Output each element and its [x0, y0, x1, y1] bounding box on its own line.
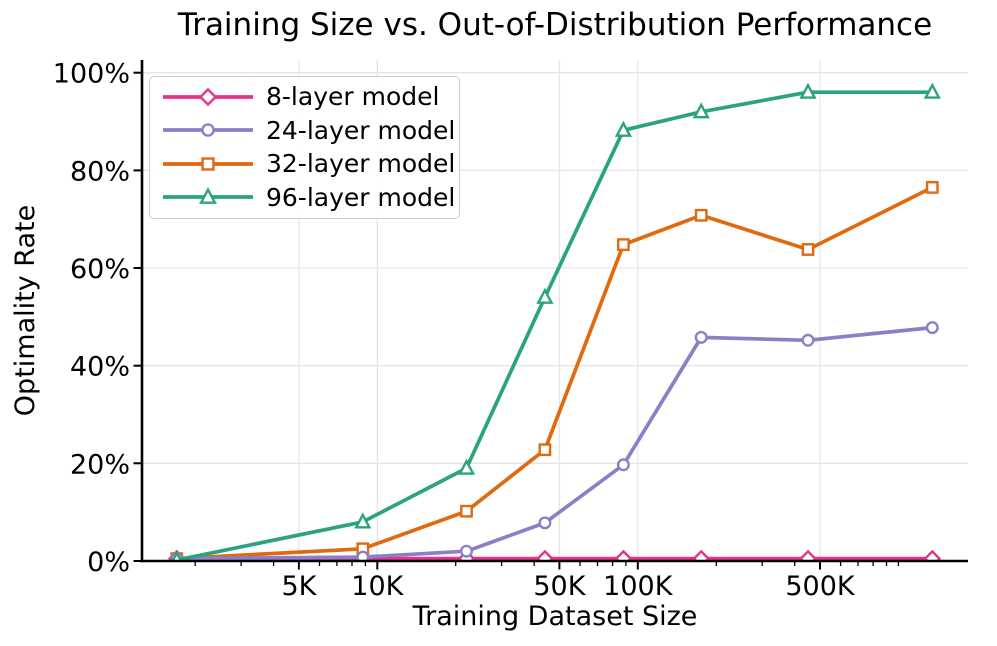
- diamond-marker-icon: [692, 549, 711, 561]
- square-marker-icon: [617, 238, 630, 251]
- square-marker-icon: [801, 243, 815, 256]
- legend-sample-triangle-icon: [163, 187, 253, 205]
- x-tick-label: 500K: [785, 571, 856, 602]
- legend-item-96-layer-model: 96-layer model: [150, 181, 459, 215]
- series-32-layer-model: [170, 180, 939, 561]
- x-axis-label: Training Dataset Size: [412, 601, 698, 632]
- x-tick-label: 100K: [603, 571, 674, 602]
- y-tick-label: 80%: [70, 156, 130, 187]
- triangle-marker-icon: [457, 458, 476, 475]
- legend-item-24-layer-model: 24-layer model: [150, 114, 459, 148]
- legend: 8-layer model 24-layer model 32-layer mode…: [149, 76, 460, 219]
- square-marker-icon: [694, 208, 708, 222]
- series-line: [174, 185, 935, 561]
- diamond-marker-icon: [198, 87, 218, 107]
- series-line: [174, 90, 935, 561]
- y-tick-label: 0%: [87, 547, 130, 578]
- legend-sample-circle-icon: [163, 123, 253, 138]
- triangle-marker-icon: [614, 120, 632, 137]
- y-tick-label: 60%: [70, 254, 130, 285]
- legend-item-label: 96-layer model: [266, 182, 456, 212]
- diamond-marker-icon: [536, 549, 554, 561]
- legend-sample-diamond-icon: [163, 87, 253, 107]
- square-marker-icon: [460, 504, 473, 518]
- square-marker-icon: [201, 157, 215, 171]
- y-axis-label: Optimality Rate: [10, 204, 42, 417]
- series-96-layer-model: [171, 82, 941, 561]
- diamond-marker-icon: [799, 549, 817, 561]
- axes: [133, 60, 968, 570]
- series-24-layer-model: [170, 321, 939, 561]
- diamond-marker-icon: [923, 549, 942, 561]
- circle-marker-icon: [801, 333, 815, 347]
- square-marker-icon: [538, 443, 552, 457]
- triangle-marker-icon: [923, 82, 941, 99]
- circle-marker-icon: [356, 550, 370, 561]
- y-tick-label: 100%: [53, 59, 130, 90]
- legend-item-label: 24-layer model: [266, 115, 456, 145]
- x-tick-label: 50K: [533, 571, 586, 602]
- diamond-marker-icon: [614, 549, 633, 561]
- legend-item-32-layer-model: 32-layer model: [150, 147, 459, 181]
- triangle-marker-icon: [199, 187, 217, 205]
- chart-title: Training Size vs. Out-of-Distribution Pe…: [177, 7, 933, 43]
- y-tick-label: 40%: [70, 352, 130, 383]
- triangle-marker-icon: [799, 82, 817, 99]
- x-tick-label: 10K: [351, 571, 404, 602]
- triangle-marker-icon: [354, 512, 372, 529]
- y-tick-label: 20%: [70, 449, 130, 480]
- circle-marker-icon: [694, 330, 708, 344]
- legend-item-8-layer-model: 8-layer model: [150, 80, 459, 114]
- series-line: [174, 325, 935, 561]
- circle-marker-icon: [925, 321, 939, 335]
- circle-marker-icon: [616, 458, 630, 472]
- x-tick-label: 5K: [281, 571, 317, 602]
- triangle-marker-icon: [692, 102, 710, 119]
- circle-marker-icon: [201, 123, 215, 138]
- square-marker-icon: [925, 180, 939, 194]
- legend-sample-square-icon: [163, 157, 253, 171]
- legend-item-label: 32-layer model: [266, 149, 456, 179]
- circle-marker-icon: [538, 516, 552, 530]
- y-axis-label-box: Optimality Rate: [6, 60, 46, 561]
- circle-marker-icon: [460, 544, 474, 558]
- triangle-marker-icon: [536, 287, 554, 304]
- legend-item-label: 8-layer model: [266, 82, 440, 112]
- triangle-marker-icon: [171, 550, 183, 561]
